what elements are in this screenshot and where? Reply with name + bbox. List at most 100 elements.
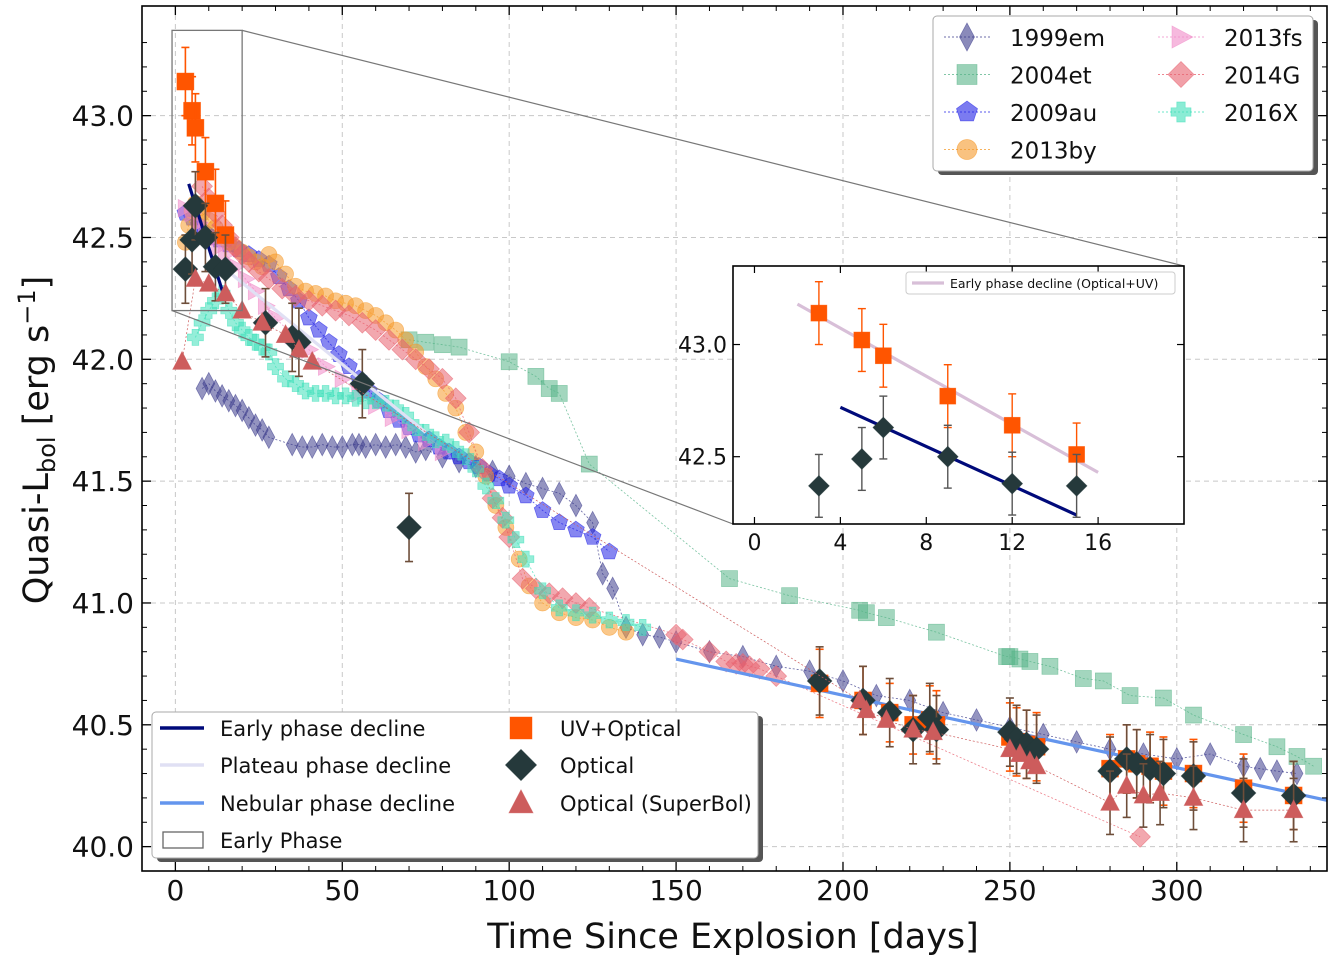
legend-marker — [956, 139, 978, 160]
data-point — [182, 192, 209, 219]
data-point — [399, 435, 413, 459]
legend-label: 2013by — [1010, 139, 1097, 165]
legend-box-label: Early Phase — [220, 829, 342, 853]
data-point — [869, 683, 883, 708]
legend-marker — [956, 100, 978, 122]
data-point — [1009, 743, 1030, 763]
inset-y-tick-label: 43.0 — [678, 334, 727, 359]
data-point — [999, 738, 1020, 758]
data-point — [347, 389, 364, 407]
data-point — [315, 432, 329, 457]
data-point — [567, 520, 585, 538]
data-point — [497, 511, 515, 529]
data-point — [1305, 757, 1322, 775]
data-point — [970, 707, 983, 732]
data-point — [567, 604, 585, 622]
data-point — [1100, 791, 1120, 811]
data-point — [369, 432, 383, 457]
inset-legend-label: Early phase decline (Optical+UV) — [950, 276, 1158, 291]
legend-marker — [959, 22, 975, 52]
data-point — [367, 392, 385, 410]
data-point — [1253, 756, 1267, 781]
x-tick-label: 300 — [1150, 874, 1203, 907]
zoom-connector — [171, 310, 734, 525]
data-point — [267, 358, 284, 375]
y-axis-label: Quasi-Lbol [erg s−1] — [13, 276, 61, 605]
inset-x-tick-label: 0 — [747, 531, 761, 556]
data-point — [500, 353, 518, 371]
y-tick-label: 40.0 — [72, 831, 134, 864]
data-point — [172, 256, 199, 282]
data-point — [444, 387, 467, 410]
data-point — [1095, 672, 1112, 690]
data-point — [698, 640, 721, 663]
data-point — [517, 550, 535, 568]
data-point — [477, 477, 495, 495]
legend-uvopt-marker — [509, 716, 533, 740]
data-point — [1155, 689, 1172, 707]
data-point — [450, 338, 468, 356]
x-tick-label: 100 — [482, 874, 535, 907]
legend-superbol-label: Optical (SuperBol) — [560, 792, 752, 816]
data-point — [396, 514, 422, 541]
legend-fits: Early phase decline Plateau phase decline… — [151, 711, 763, 862]
data-point — [1026, 755, 1047, 775]
inset-x-tick-label: 8 — [919, 531, 933, 556]
data-point — [311, 294, 334, 317]
data-point — [596, 561, 610, 586]
main-axes: 0 50 100 150 200 250 30040.040.541.041.542.042… — [72, 5, 1328, 907]
data-point — [215, 282, 236, 302]
data-point — [634, 618, 652, 636]
data-point — [550, 599, 568, 617]
legend-entry-2013fs: 2013fs — [1158, 25, 1303, 52]
data-point — [434, 336, 451, 354]
data-point — [583, 527, 602, 545]
data-point — [584, 606, 601, 624]
legend-entry-1999em: 1999em — [944, 22, 1105, 52]
zoom-box — [171, 29, 243, 312]
data-point — [379, 435, 393, 459]
data-point — [878, 609, 895, 626]
inset-data-point — [939, 387, 957, 405]
data-point — [431, 367, 454, 390]
data-point — [206, 194, 225, 213]
legend-comparison-sne: 1999em 2013fs 2004et 2014G 2009au 2016X 2013by — [932, 15, 1318, 175]
data-point — [267, 253, 284, 271]
data-point — [876, 708, 897, 728]
legend-opt-marker — [504, 748, 538, 782]
legend-uvopt-label: UV+Optical — [560, 717, 682, 741]
data-point — [212, 256, 239, 282]
legend-box — [932, 15, 1314, 172]
data-point — [923, 721, 944, 741]
data-point — [467, 460, 485, 478]
legend-label: 2013fs — [1224, 26, 1303, 52]
data-point — [302, 350, 323, 370]
data-point — [552, 481, 566, 506]
data-point — [1070, 729, 1084, 754]
data-point — [186, 118, 205, 137]
legend-nebular-label: Nebular phase decline — [220, 792, 455, 816]
data-point — [1288, 748, 1306, 765]
data-point — [606, 576, 620, 601]
legend-entry-2009au: 2009au — [944, 100, 1097, 127]
data-point — [1150, 782, 1171, 802]
x-tick-label: 0 — [166, 874, 184, 907]
data-point — [275, 323, 296, 343]
legend-opt-label: Optical — [560, 754, 634, 778]
data-point — [1170, 746, 1184, 771]
legend-entry-2013by: 2013by — [944, 139, 1097, 165]
data-point — [517, 486, 535, 504]
data-point — [533, 501, 552, 518]
inset-data-point — [1003, 416, 1021, 434]
inset-data-point — [808, 474, 830, 497]
data-point — [858, 604, 875, 622]
data-point — [320, 333, 338, 350]
data-point — [500, 476, 519, 494]
data-point — [185, 267, 206, 287]
x-tick-label: 250 — [983, 874, 1036, 907]
data-point — [300, 308, 318, 326]
y-tick-label: 40.5 — [72, 709, 134, 742]
data-point — [295, 435, 309, 459]
legend-entry-2014G: 2014G — [1158, 61, 1300, 90]
inset-frame — [732, 265, 1185, 525]
